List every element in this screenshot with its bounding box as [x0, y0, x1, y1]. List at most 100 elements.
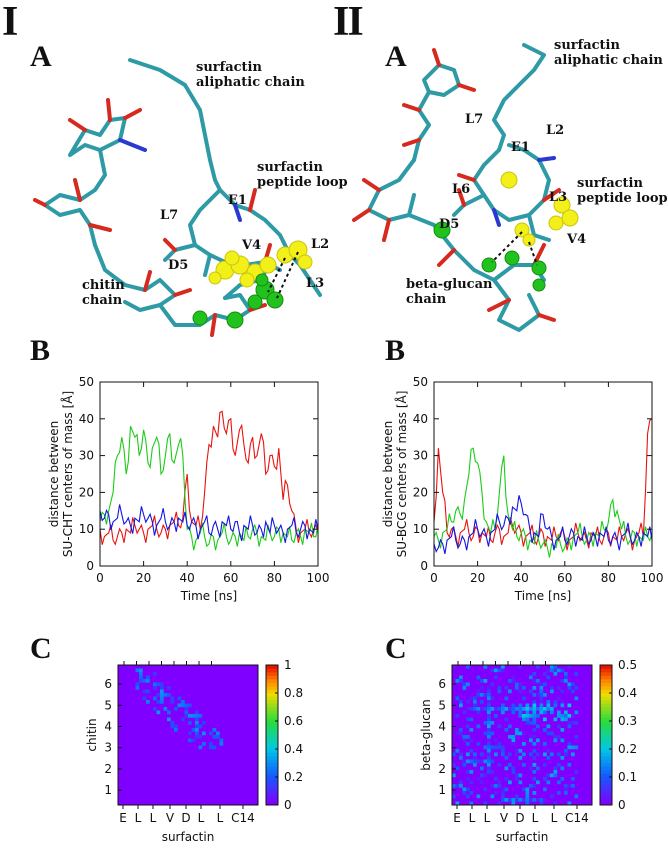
heatmap-cell: [455, 749, 460, 753]
heatmap-cell: [469, 780, 474, 785]
colorbar-segment: [266, 784, 278, 788]
colorbar-segment: [600, 787, 612, 792]
colorbar-segment: [600, 752, 612, 757]
heatmap-cell: [462, 710, 467, 715]
y-tick-label: 40: [413, 412, 428, 426]
colorbar-segment: [600, 689, 612, 694]
x-tick-label: 60: [223, 571, 238, 585]
heatmap-cell: [564, 717, 568, 722]
heatmap-cell: [462, 682, 467, 687]
heatmap-cell: [455, 696, 460, 701]
colorbar-segment: [266, 742, 278, 746]
y-tick-label: 0: [420, 559, 428, 573]
heatmap-cell: [550, 710, 554, 715]
heatmap-cell: [525, 787, 530, 792]
heatmap-cell: [198, 735, 203, 739]
heatmap-cell: [163, 693, 168, 697]
heatmap-cell: [543, 693, 547, 697]
heatmap-cell: [546, 756, 551, 760]
heatmap-cell: [515, 731, 519, 736]
colorbar-segment: [266, 696, 278, 701]
heatmap-cell: [518, 749, 523, 753]
heat-x-tick-label: L: [198, 811, 205, 825]
colorbar-tick-label: 0.1: [618, 770, 637, 784]
panel-label-I-B: B: [30, 334, 51, 367]
heat-y-tick-label: 1: [438, 783, 446, 797]
heatmap-cell: [522, 696, 526, 701]
heatmap-cell: [515, 777, 519, 781]
heatmap-cell: [522, 798, 526, 802]
heatmap-cell: [515, 686, 519, 690]
heatmap-cell: [536, 665, 540, 669]
heatmap-cell: [490, 794, 495, 799]
heatmap-cell: [518, 756, 523, 760]
colorbar-tick-label: 0: [618, 798, 626, 812]
colorbar-segment: [266, 770, 278, 774]
heatmap-cell: [501, 707, 505, 711]
colorbar-segment: [266, 679, 278, 683]
heatmap-cell: [476, 689, 481, 694]
heatmap-cell: [490, 784, 495, 788]
heatmap-cell: [508, 798, 512, 802]
heatmap-cell: [525, 794, 530, 799]
x-tick-label: 20: [470, 571, 485, 585]
heatmap-cell: [480, 752, 484, 757]
heatmap-cell: [532, 710, 537, 715]
colorbar-segment: [600, 665, 612, 669]
heatmap-cell: [476, 794, 481, 799]
heatmap-cell: [511, 707, 516, 711]
heatmap-cell: [462, 759, 467, 764]
heatmap-cell: [163, 707, 168, 711]
heatmap-cell: [483, 787, 488, 792]
residue-L2-II: L2: [546, 123, 565, 138]
heatmap-cell: [508, 724, 512, 729]
heatmap-cell: [497, 724, 502, 729]
heatmap-cell: [462, 735, 467, 739]
colorbar-segment: [266, 689, 278, 694]
heatmap-cell: [476, 724, 481, 729]
residue-L7-II: L7: [465, 112, 484, 127]
heatmap-cell: [546, 668, 551, 673]
heatmap-cell: [560, 679, 565, 683]
heatmap-cell: [191, 728, 196, 732]
heatmap-cell: [487, 721, 491, 725]
heatmap-cell: [515, 773, 519, 778]
heatmap-cell: [170, 696, 175, 701]
heatmap-cell: [490, 668, 495, 673]
heatmap-cell: [536, 714, 540, 718]
heat-y-tick-label: 5: [104, 698, 112, 712]
heatmap-cell: [564, 752, 568, 757]
heat-x-tick-label: L: [150, 811, 157, 825]
heatmap-cell: [483, 731, 488, 736]
heatmap-cell: [518, 682, 523, 687]
heatmap-cell: [139, 668, 143, 673]
heat-y-tick-label: 3: [438, 741, 446, 755]
heat-x-tick-label: D: [515, 811, 524, 825]
heatmap-cell: [574, 794, 579, 799]
heatmap-cell: [469, 770, 474, 774]
heatmap-cell: [539, 801, 544, 806]
heatmap-cell: [557, 752, 561, 757]
heatmap-cell: [543, 707, 547, 711]
heatmap-cell: [525, 801, 530, 806]
colorbar-segment: [266, 717, 278, 722]
y-axis-label: distance betweenSU-BCG centers of mass […: [381, 391, 409, 558]
heatmap-cell: [546, 749, 551, 753]
heatmap-cell: [550, 686, 554, 690]
heatmap-cell: [469, 791, 474, 795]
heatmap-cell: [146, 689, 150, 694]
heatmap-cell: [543, 763, 547, 767]
colorbar-segment: [266, 731, 278, 736]
heatmap-cell: [518, 707, 523, 711]
heatmap-cell: [543, 710, 547, 715]
heatmap-cell: [455, 784, 460, 788]
heatmap-cell: [487, 738, 491, 743]
heatmap-cell: [487, 686, 491, 690]
heatmap-cell: [146, 679, 150, 683]
heatmap-cell: [483, 665, 488, 669]
heatmap-cell: [543, 742, 547, 746]
heatmap-cell: [564, 787, 568, 792]
colorbar-segment: [600, 679, 612, 683]
heatmap-cell: [494, 745, 498, 750]
